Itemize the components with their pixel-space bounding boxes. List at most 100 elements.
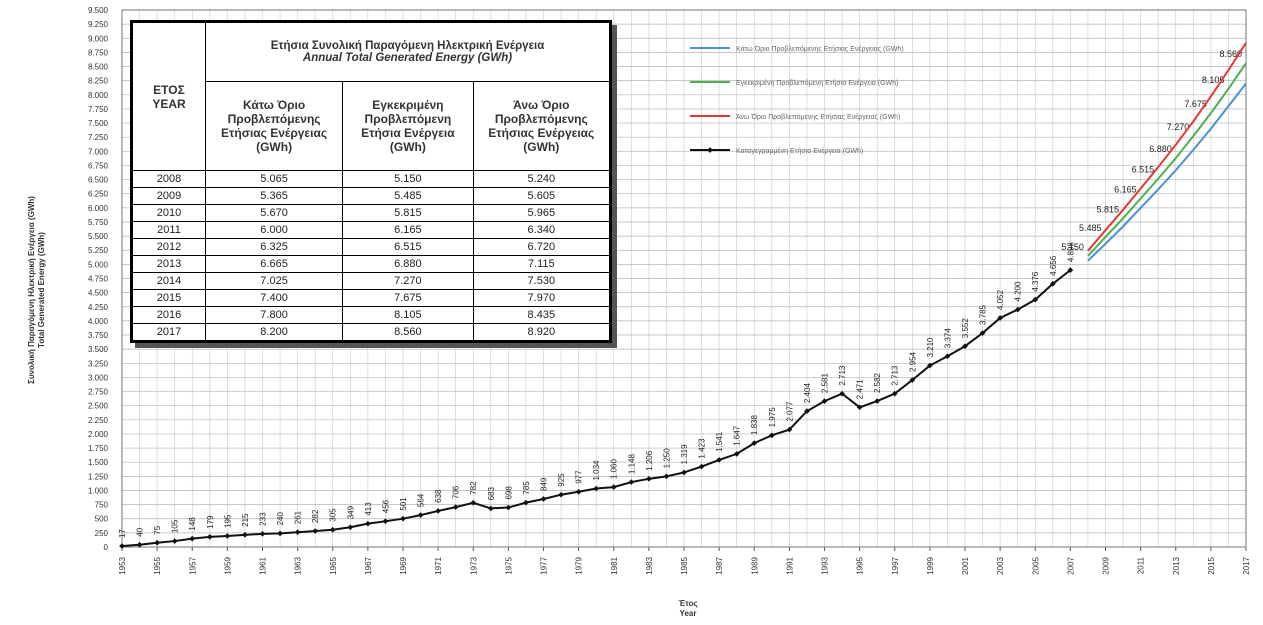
table-cell: 5.240 xyxy=(472,170,612,188)
table-cell: 6.515 xyxy=(342,238,474,256)
data-label: 305 xyxy=(329,508,338,522)
data-label: 2.713 xyxy=(838,365,847,386)
x-tick-label: 1963 xyxy=(294,556,303,574)
x-axis-title: Έτος xyxy=(678,599,697,608)
series-line xyxy=(1087,62,1247,257)
y-tick-label: 4.000 xyxy=(88,317,109,326)
data-label: 2.471 xyxy=(856,379,865,400)
y-tick-label: 1.750 xyxy=(88,444,109,453)
point xyxy=(224,533,231,539)
point xyxy=(927,362,933,369)
point xyxy=(751,440,758,446)
x-tick-label: 1965 xyxy=(329,556,338,574)
point xyxy=(575,488,582,495)
point xyxy=(452,504,459,510)
point xyxy=(365,520,371,527)
point xyxy=(294,529,301,536)
legend-label: Άνω Όριο Προβλεπόμενης Ετήσιας Ενέργειας… xyxy=(736,113,900,121)
point xyxy=(154,539,160,546)
data-label: 215 xyxy=(241,513,250,527)
table-cell: 6.325 xyxy=(204,238,344,256)
point xyxy=(593,485,600,492)
data-label: 2.954 xyxy=(908,351,917,372)
point xyxy=(681,469,687,476)
table-cell: 5.965 xyxy=(472,204,612,222)
data-label: 4.656 xyxy=(1049,255,1058,276)
x-tick-label: 1989 xyxy=(750,556,759,574)
y-tick-label: 9.250 xyxy=(88,20,109,29)
data-label: 3.785 xyxy=(979,304,988,325)
table-row: 2016 7.800 8.105 8.435 xyxy=(131,306,612,324)
point xyxy=(417,512,424,518)
y-tick-label: 4.250 xyxy=(88,303,109,312)
table-row: 2010 5.670 5.815 5.965 xyxy=(131,204,612,222)
table-cell: ΕΤΟΣ YEAR xyxy=(131,21,206,171)
table-cell: 6.720 xyxy=(472,238,612,256)
point xyxy=(558,491,564,498)
data-label: 233 xyxy=(259,512,268,526)
y-tick-label: 3.000 xyxy=(88,373,109,382)
data-label: 1.975 xyxy=(768,407,777,428)
data-label: 5.150 xyxy=(1061,242,1084,252)
data-label: 261 xyxy=(294,510,303,524)
y-tick-label: 8.500 xyxy=(88,63,109,72)
series-line xyxy=(1087,42,1247,252)
x-tick-label: 1957 xyxy=(188,556,197,574)
data-label: 456 xyxy=(381,499,390,513)
data-label: 148 xyxy=(188,517,197,531)
point xyxy=(119,543,125,549)
table-cell: 5.670 xyxy=(204,204,344,222)
data-label: 282 xyxy=(311,509,320,523)
point xyxy=(487,505,494,512)
data-label: 6.880 xyxy=(1149,144,1172,154)
data-label: 7.270 xyxy=(1167,122,1190,132)
x-tick-label: 2003 xyxy=(996,556,1005,574)
x-tick-label: 2017 xyxy=(1242,556,1251,574)
plot-frame xyxy=(121,9,1247,548)
point xyxy=(136,541,143,548)
table-row: 2012 6.325 6.515 6.720 xyxy=(131,238,612,256)
data-label: 698 xyxy=(504,486,513,500)
x-tick-label: 2009 xyxy=(1102,556,1111,574)
x-tick-label: 1985 xyxy=(680,556,689,574)
legend-label: Εγκεκριμένη Προβλεπόμενη Ετήσια Ενέργεια… xyxy=(736,79,898,87)
point xyxy=(242,532,248,538)
data-label: 977 xyxy=(575,470,584,484)
point xyxy=(997,315,1003,321)
data-label: 6.165 xyxy=(1114,185,1137,195)
data-label: 1.647 xyxy=(733,425,742,446)
table-cell: 2016 xyxy=(131,306,206,324)
point xyxy=(646,476,652,482)
data-label: 349 xyxy=(346,505,355,519)
data-label: 8.560 xyxy=(1219,49,1242,59)
data-label: 1.206 xyxy=(645,450,654,471)
table-cell: 6.000 xyxy=(204,221,344,239)
table-row: ΕΤΟΣ YEAR Ετήσια Συνολική Παραγόμενη Ηλεκτ… xyxy=(131,21,611,171)
point xyxy=(786,426,793,433)
y-tick-label: 5.750 xyxy=(88,218,109,227)
y-tick-label: 7.500 xyxy=(88,119,109,128)
point xyxy=(698,463,705,470)
point xyxy=(435,508,441,514)
data-label: 1.250 xyxy=(662,448,671,469)
x-tick-label: 1953 xyxy=(118,556,127,574)
y-tick-label: 2.500 xyxy=(88,402,109,411)
point xyxy=(979,330,986,336)
y-tick-label: 6.500 xyxy=(88,176,109,185)
data-label: 785 xyxy=(522,481,531,495)
point xyxy=(470,499,477,506)
data-label: 849 xyxy=(540,477,549,491)
y-tick-label: 7.000 xyxy=(88,147,109,156)
y-tick-label: 3.250 xyxy=(88,359,109,368)
table-row: 2017 8.200 8.560 8.920 xyxy=(131,323,612,342)
point xyxy=(347,524,354,531)
table-cell: 7.270 xyxy=(342,272,474,290)
x-tick-label: 1993 xyxy=(821,556,830,574)
table-cell: 5.605 xyxy=(472,187,612,205)
x-tick-label: 1979 xyxy=(575,556,584,574)
table-cell: 7.400 xyxy=(204,289,344,307)
table-cell: 2010 xyxy=(131,204,206,222)
table-cell: 5.065 xyxy=(204,170,344,188)
table-cell: 2017 xyxy=(131,323,206,342)
